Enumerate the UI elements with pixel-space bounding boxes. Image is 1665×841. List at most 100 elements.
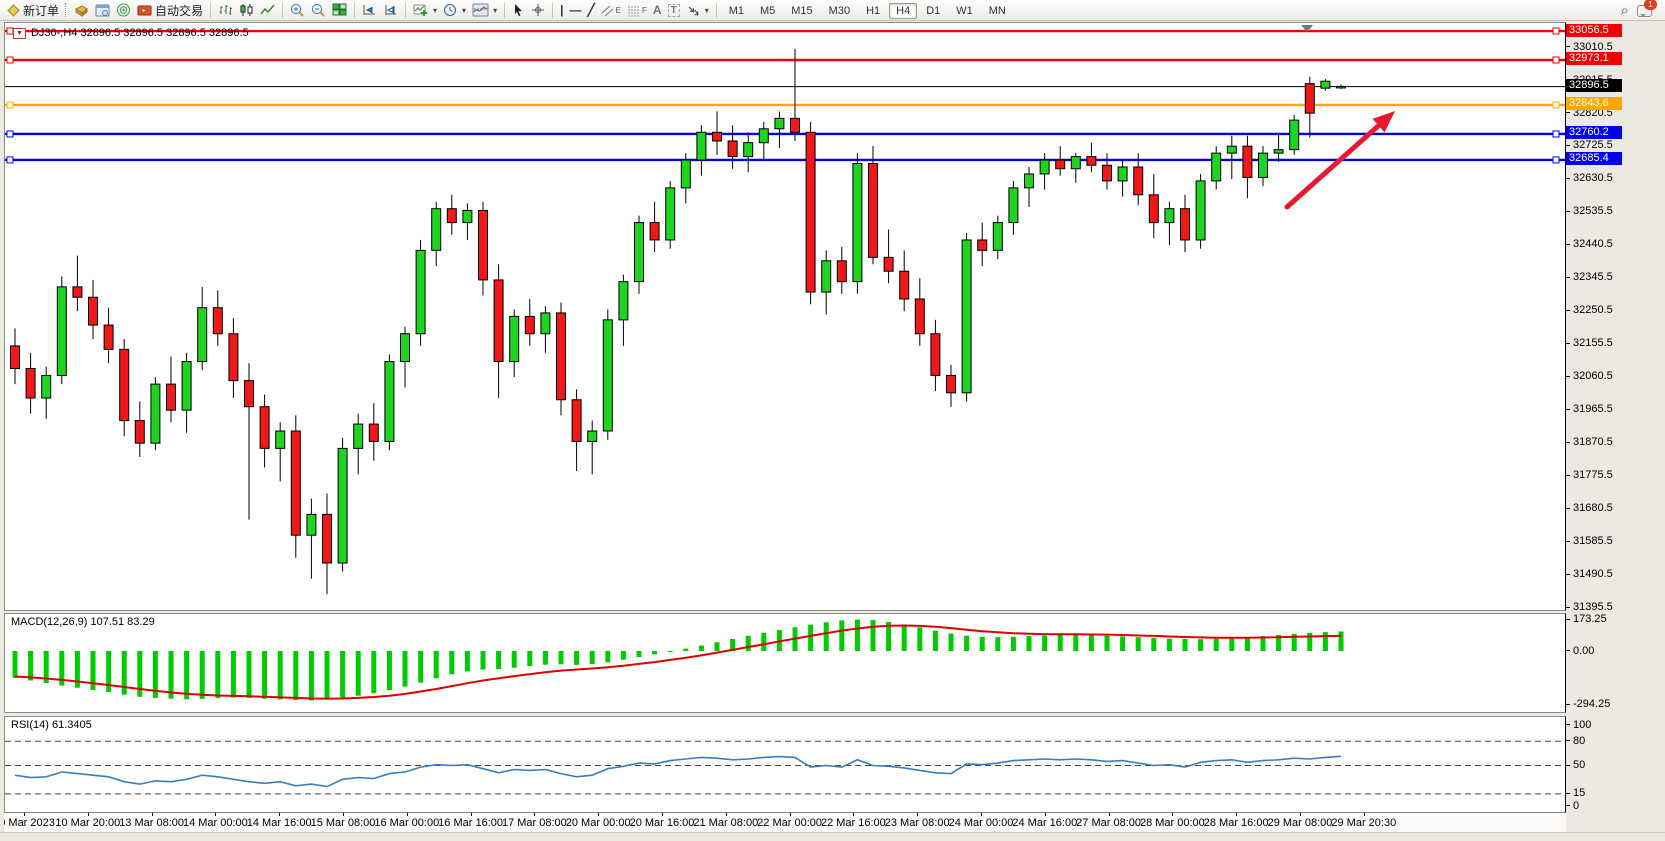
chart-shift-marker[interactable] xyxy=(1301,25,1313,32)
crosshair-icon xyxy=(532,4,545,16)
line-handle[interactable] xyxy=(6,130,14,138)
tick-dash xyxy=(1566,540,1570,542)
bear-candle xyxy=(322,513,332,564)
macd-histogram-bar xyxy=(43,651,49,683)
main-chart-pane[interactable]: ▼ DJ30-,H4 32896.5 32896.5 32896.5 32896… xyxy=(4,22,1566,611)
trend-arrow[interactable] xyxy=(1284,117,1388,210)
price-tick-label: 31965.5 xyxy=(1566,403,1613,416)
macd-histogram-bar xyxy=(1291,633,1297,651)
signal-button[interactable] xyxy=(113,1,134,19)
line-handle[interactable] xyxy=(1552,130,1560,138)
line-handle[interactable] xyxy=(6,156,14,164)
price-tick-label: 100 xyxy=(1566,718,1591,731)
bear-candle xyxy=(10,345,20,369)
macd-histogram-bar xyxy=(620,651,626,660)
search-icon[interactable]: ⌕ xyxy=(1620,1,1629,19)
line-handle[interactable] xyxy=(6,101,14,109)
bull-candle xyxy=(665,187,676,241)
tab-timeframe-H4[interactable]: H4 xyxy=(889,3,918,19)
date-tick xyxy=(725,813,727,816)
chart-shift-button[interactable] xyxy=(380,1,401,19)
bear-candle xyxy=(868,163,878,258)
date-label: 28 Mar 16:00 xyxy=(1203,817,1269,829)
macd-histogram-bar xyxy=(932,630,938,651)
tab-timeframe-M15[interactable]: M15 xyxy=(791,5,813,17)
macd-histogram-bar xyxy=(184,651,190,700)
bear-candle xyxy=(166,383,176,411)
text-label-button[interactable]: T xyxy=(665,1,683,19)
trendline-button[interactable]: ╱ xyxy=(584,1,597,19)
bear-candle xyxy=(290,430,301,536)
chevron-down-icon: ▾ xyxy=(433,5,438,15)
macd-pane[interactable]: MACD(12,26,9) 107.51 83.29 xyxy=(4,613,1566,713)
bear-candle xyxy=(712,131,722,142)
tick-dash xyxy=(1566,177,1570,179)
date-tick xyxy=(981,813,982,816)
tab-timeframe-MN[interactable]: MN xyxy=(988,5,1006,17)
tab-timeframe-M30[interactable]: M30 xyxy=(828,5,851,17)
channel-icon xyxy=(601,5,614,16)
trend-arrow-head[interactable] xyxy=(1372,111,1395,133)
rsi-pane[interactable]: RSI(14) 61.3405 xyxy=(4,716,1566,813)
horizontal-line-button[interactable]: — xyxy=(566,1,584,19)
bear-candle xyxy=(478,209,488,281)
bar-chart-button[interactable] xyxy=(215,1,236,19)
crosshair-button[interactable] xyxy=(528,1,548,19)
new-order-button[interactable]: 新订单 xyxy=(4,1,62,19)
tile-windows-icon xyxy=(332,3,347,16)
zoom-in-button[interactable] xyxy=(287,1,308,19)
periods-button[interactable]: ▾ xyxy=(440,1,469,19)
auto-scroll-button[interactable] xyxy=(359,1,380,19)
bull-candle xyxy=(1273,149,1284,154)
indicators-button[interactable]: ▾ xyxy=(410,1,440,19)
toolbar: 新订单 自动交易 xyxy=(0,0,1665,21)
rsi-chart xyxy=(5,740,1565,795)
fibonacci-button[interactable]: F xyxy=(624,1,650,19)
bull-candle xyxy=(1024,173,1034,189)
macd-histogram-bar xyxy=(1042,635,1048,651)
templates-button[interactable]: ▾ xyxy=(469,1,500,19)
macd-histogram-bar xyxy=(948,633,954,651)
tile-windows-button[interactable] xyxy=(329,1,350,19)
tick-dash xyxy=(1566,243,1570,245)
date-tick xyxy=(1108,813,1110,816)
line-handle[interactable] xyxy=(1552,101,1560,109)
one-click-trading-toggle[interactable]: ▼ xyxy=(13,27,26,39)
vertical-line-button[interactable]: | xyxy=(557,1,566,19)
bull-candle xyxy=(431,208,442,251)
tab-timeframe-M1[interactable]: M1 xyxy=(728,5,744,17)
tick-dash xyxy=(1566,650,1570,651)
macd-histogram-bar xyxy=(901,624,907,651)
line-handle[interactable] xyxy=(1552,156,1560,164)
toolbar-separator xyxy=(504,2,506,18)
tab-timeframe-M5[interactable]: M5 xyxy=(759,5,776,17)
channel-button[interactable]: E xyxy=(598,1,624,19)
chart-window-button[interactable] xyxy=(92,1,113,19)
cursor-button[interactable] xyxy=(509,1,528,19)
price-axis[interactable]: 33010.532915.532820.532725.532630.532535… xyxy=(1566,22,1664,813)
rsi-label: RSI(14) 61.3405 xyxy=(11,719,92,731)
line-handle[interactable] xyxy=(6,56,14,64)
tab-timeframe-H1[interactable]: H1 xyxy=(866,5,881,17)
macd-histogram-bar xyxy=(59,651,65,686)
date-label: 10 Mar 20:00 xyxy=(55,817,121,829)
candle-chart-button[interactable] xyxy=(236,1,257,19)
tab-timeframe-W1[interactable]: W1 xyxy=(956,5,973,17)
gold-box-button[interactable] xyxy=(71,1,92,19)
bear-candle xyxy=(368,423,379,442)
line-handle[interactable] xyxy=(1552,56,1560,64)
zoom-out-button[interactable] xyxy=(308,1,329,19)
bull-candle xyxy=(1117,166,1128,182)
tab-timeframe-D1[interactable]: D1 xyxy=(926,5,941,17)
text-button[interactable]: A xyxy=(650,1,665,19)
line-chart-button[interactable] xyxy=(257,1,278,19)
line-handle[interactable] xyxy=(1552,27,1560,35)
macd-histogram-bar xyxy=(418,651,424,683)
autotrade-button[interactable]: 自动交易 xyxy=(134,1,206,19)
chat-button[interactable]: 1 xyxy=(1637,0,1657,18)
tick-dash xyxy=(1566,805,1570,806)
macd-histogram-bar xyxy=(995,637,1001,651)
arrows-button[interactable]: ▾ xyxy=(683,1,712,19)
